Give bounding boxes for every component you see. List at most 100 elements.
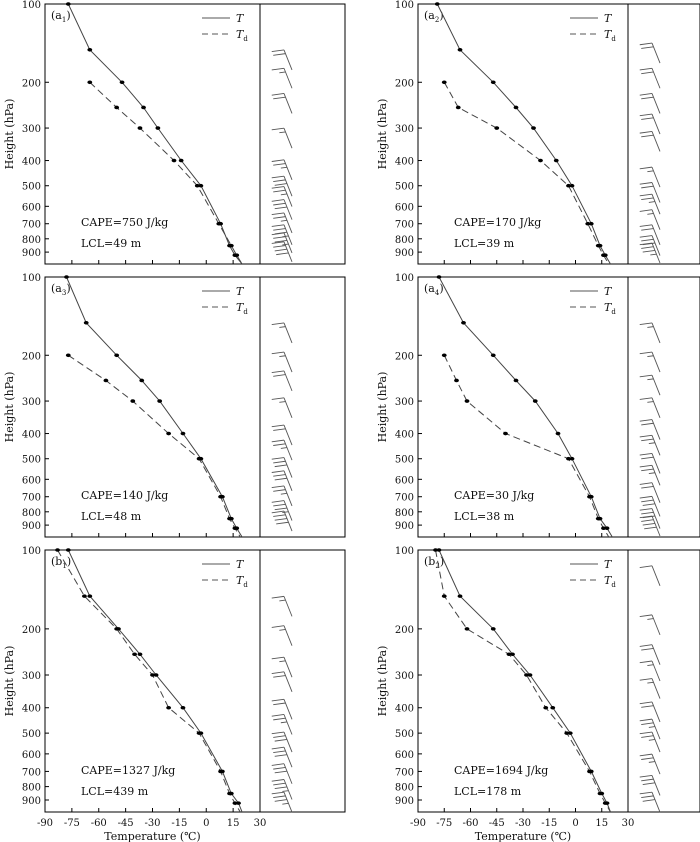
wind-barb-staff [283, 159, 293, 181]
wind-barb-full [639, 209, 653, 212]
wind-barb-staff [651, 678, 661, 699]
wind-barb-full [273, 428, 286, 431]
y-axis-title: Height (hPa) [3, 646, 16, 717]
x-tick-label: -90 [410, 818, 426, 829]
series-t-marker [510, 652, 515, 657]
wind-barb-staff [283, 397, 293, 418]
wind-barb-full [271, 731, 285, 735]
wind-barb [639, 397, 661, 418]
wind-barb-half [648, 201, 656, 203]
wind-barb-staff [651, 614, 661, 636]
wind-barb-staff [283, 596, 293, 617]
x-tick-label: 0 [572, 818, 578, 829]
legend-td-sub: d [611, 308, 616, 316]
series-td-marker [585, 221, 591, 226]
y-tick-label: 900 [395, 521, 414, 532]
y-tick-label: 800 [395, 508, 414, 519]
wind-barb-half [647, 170, 654, 173]
series-t-marker [490, 627, 496, 631]
y-tick-label: 600 [395, 202, 414, 213]
panel-label: (a1) [51, 9, 71, 24]
y-tick-label: 700 [395, 767, 414, 778]
wind-barb-full [642, 249, 656, 253]
wind-barb-full [271, 625, 285, 628]
series-td-marker [228, 243, 234, 248]
panel-a1: 100 200 300 400 500 600 700 800 900 Height (hPa) (… [3, 0, 346, 265]
wind-barb-full [639, 731, 653, 735]
y-tick-label: 200 [395, 351, 414, 362]
wind-barb [639, 166, 661, 188]
wind-barb-full [273, 228, 286, 231]
series-td-marker [595, 516, 601, 521]
wind-barb-staff [651, 775, 661, 796]
wind-barb-staff [651, 93, 661, 114]
wind-barb-full [641, 519, 654, 522]
legend-td-base: T [236, 574, 245, 587]
series-td-marker [441, 353, 447, 358]
wind-barb-full [641, 46, 654, 49]
series-t-marker [141, 105, 146, 110]
wind-barb-half [279, 131, 286, 134]
wind-barb [639, 434, 661, 456]
series-td-marker [597, 791, 603, 796]
y-tick-label: 900 [395, 796, 414, 807]
series-td-marker [566, 456, 571, 461]
series-t-marker [157, 399, 163, 403]
wind-barb-full [273, 216, 286, 219]
y-tick-label: 400 [22, 430, 41, 441]
wind-barb [271, 322, 293, 344]
series-td-marker [232, 801, 238, 805]
wind-barb-staff [651, 68, 661, 89]
y-tick-label: 300 [395, 671, 414, 682]
wind-barb-full [641, 197, 654, 201]
wind-barb [639, 774, 661, 796]
series-t-marker [567, 731, 573, 735]
wind-barb-half [279, 355, 286, 358]
series-td-marker [234, 253, 240, 257]
wind-barb-full [274, 183, 288, 186]
series-td-marker [114, 105, 120, 110]
wind-barb [271, 159, 293, 181]
x-tick-label: -90 [37, 818, 53, 829]
y-tick-label: 600 [395, 750, 414, 761]
wind-barb-staff [651, 644, 661, 665]
y-tick-label: 900 [22, 796, 41, 807]
wind-barb-full [641, 228, 654, 231]
legend-label-td: Td [236, 301, 248, 316]
series-t-marker [434, 2, 440, 6]
legend-label-t: T [236, 12, 245, 25]
wind-barb [271, 731, 293, 753]
wind-barb-full [271, 397, 285, 400]
lcl-text: LCL=39 m [454, 237, 515, 250]
series-t-marker [569, 456, 575, 461]
y-tick-label: 600 [22, 750, 41, 761]
wind-barb-full [271, 595, 285, 599]
wind-barb [271, 746, 293, 768]
wind-barb-staff [651, 42, 661, 64]
series-t-marker [87, 47, 93, 52]
wind-barb [271, 779, 293, 800]
y-tick-label: 500 [395, 182, 414, 193]
wind-barb-full [639, 166, 653, 170]
wind-barb-full [641, 722, 654, 725]
legend-label-t: T [236, 285, 245, 298]
y-axis-title: Height (hPa) [376, 646, 389, 717]
wind-barb-half [648, 739, 656, 741]
wind-barb-full [273, 503, 286, 507]
series-td-marker [114, 627, 120, 631]
panel-frame [417, 3, 700, 265]
wind-barb-full [641, 705, 654, 708]
wind-barb [639, 644, 661, 665]
series-t-marker [236, 801, 241, 805]
series-td-marker [587, 769, 592, 774]
x-tick-label: -45 [118, 818, 134, 829]
wind-barb-full [271, 224, 285, 227]
wind-barb-full [274, 477, 288, 481]
y-tick-label: 500 [22, 455, 41, 466]
wind-barb-full [271, 439, 285, 443]
wind-barb-full [273, 374, 286, 377]
wind-barb-full [641, 185, 654, 189]
series-td-marker [171, 158, 177, 163]
wind-barb-full [271, 763, 285, 766]
series-td-marker [564, 731, 570, 735]
